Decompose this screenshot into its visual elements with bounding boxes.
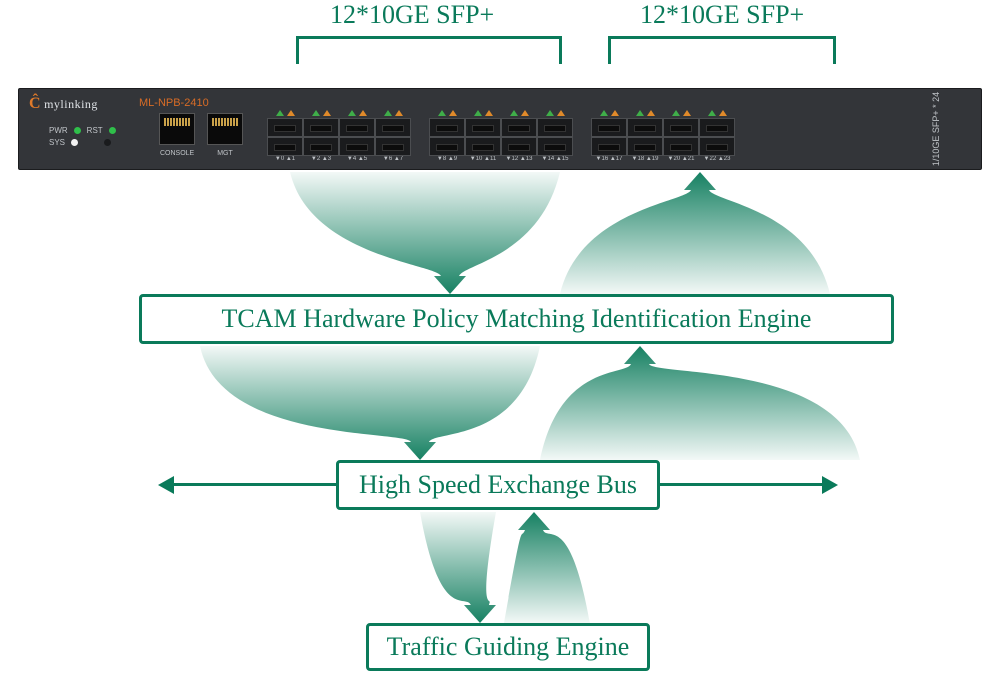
- sfp-cage: [375, 118, 411, 137]
- led-blank: [104, 139, 111, 146]
- tcam-engine-box: TCAM Hardware Policy Matching Identifica…: [139, 294, 894, 344]
- sfp-cage: [591, 137, 627, 156]
- sfp-cage: [537, 118, 573, 137]
- brand-logo: Ĉ mylinking: [29, 95, 98, 113]
- sfp-cage: [375, 137, 411, 156]
- sfp-cage: [339, 118, 375, 137]
- bracket-right: [608, 36, 836, 64]
- sfp-cage: [663, 118, 699, 137]
- logo-icon: Ĉ: [29, 95, 41, 112]
- sfp-cage: [465, 137, 501, 156]
- led-sys-label: SYS: [49, 138, 65, 147]
- led-pwr-label: PWR: [49, 126, 68, 135]
- model-label: ML-NPB-2410: [139, 97, 209, 109]
- traffic-guiding-engine-box: Traffic Guiding Engine: [366, 623, 650, 671]
- sfp-cage: [465, 118, 501, 137]
- sfp-cage: [591, 118, 627, 137]
- sfp-cage: [303, 118, 339, 137]
- sfp-cage: [339, 137, 375, 156]
- mgt-port: MGT: [207, 113, 243, 145]
- device-side-label: 1/10GE SFP+ * 24: [931, 92, 941, 166]
- bus-arrow-right: [660, 483, 824, 486]
- sfp-block-1: ▼8 ▲9▼10 ▲11▼12 ▲13▼14 ▲15: [429, 107, 573, 162]
- sfp-cage: [429, 118, 465, 137]
- diagram-stage: 12*10GE SFP+ 12*10GE SFP+ Ĉ mylinking ML…: [0, 0, 1000, 679]
- sfp-cage: [699, 118, 735, 137]
- sfp-cage: [699, 137, 735, 156]
- sfp-cage: [267, 137, 303, 156]
- sfp-cage: [429, 137, 465, 156]
- sfp-cage: [501, 118, 537, 137]
- bus-arrow-left: [172, 483, 336, 486]
- sfp-cage: [501, 137, 537, 156]
- top-label-right: 12*10GE SFP+: [640, 0, 804, 30]
- network-device: Ĉ mylinking ML-NPB-2410 PWR RST SYS CONS…: [18, 88, 982, 170]
- sfp-cage: [627, 137, 663, 156]
- sfp-block-0: ▼0 ▲1▼2 ▲3▼4 ▲5▼6 ▲7: [267, 107, 411, 162]
- mgmt-ports: CONSOLE MGT: [159, 113, 243, 145]
- led-rst: [109, 127, 116, 134]
- console-port: CONSOLE: [159, 113, 195, 145]
- brand-text: mylinking: [44, 97, 98, 111]
- top-label-left: 12*10GE SFP+: [330, 0, 494, 30]
- bracket-left: [296, 36, 562, 64]
- sfp-block-2: ▼16 ▲17▼18 ▲19▼20 ▲21▼22 ▲23: [591, 107, 735, 162]
- sfp-cage: [537, 137, 573, 156]
- sfp-cage: [303, 137, 339, 156]
- high-speed-bus-box: High Speed Exchange Bus: [336, 460, 660, 510]
- led-sys: [71, 139, 78, 146]
- status-leds: PWR RST SYS: [49, 123, 116, 150]
- sfp-cage: [627, 118, 663, 137]
- led-pwr: [74, 127, 81, 134]
- led-rst-label: RST: [87, 126, 103, 135]
- sfp-cage: [663, 137, 699, 156]
- sfp-cage: [267, 118, 303, 137]
